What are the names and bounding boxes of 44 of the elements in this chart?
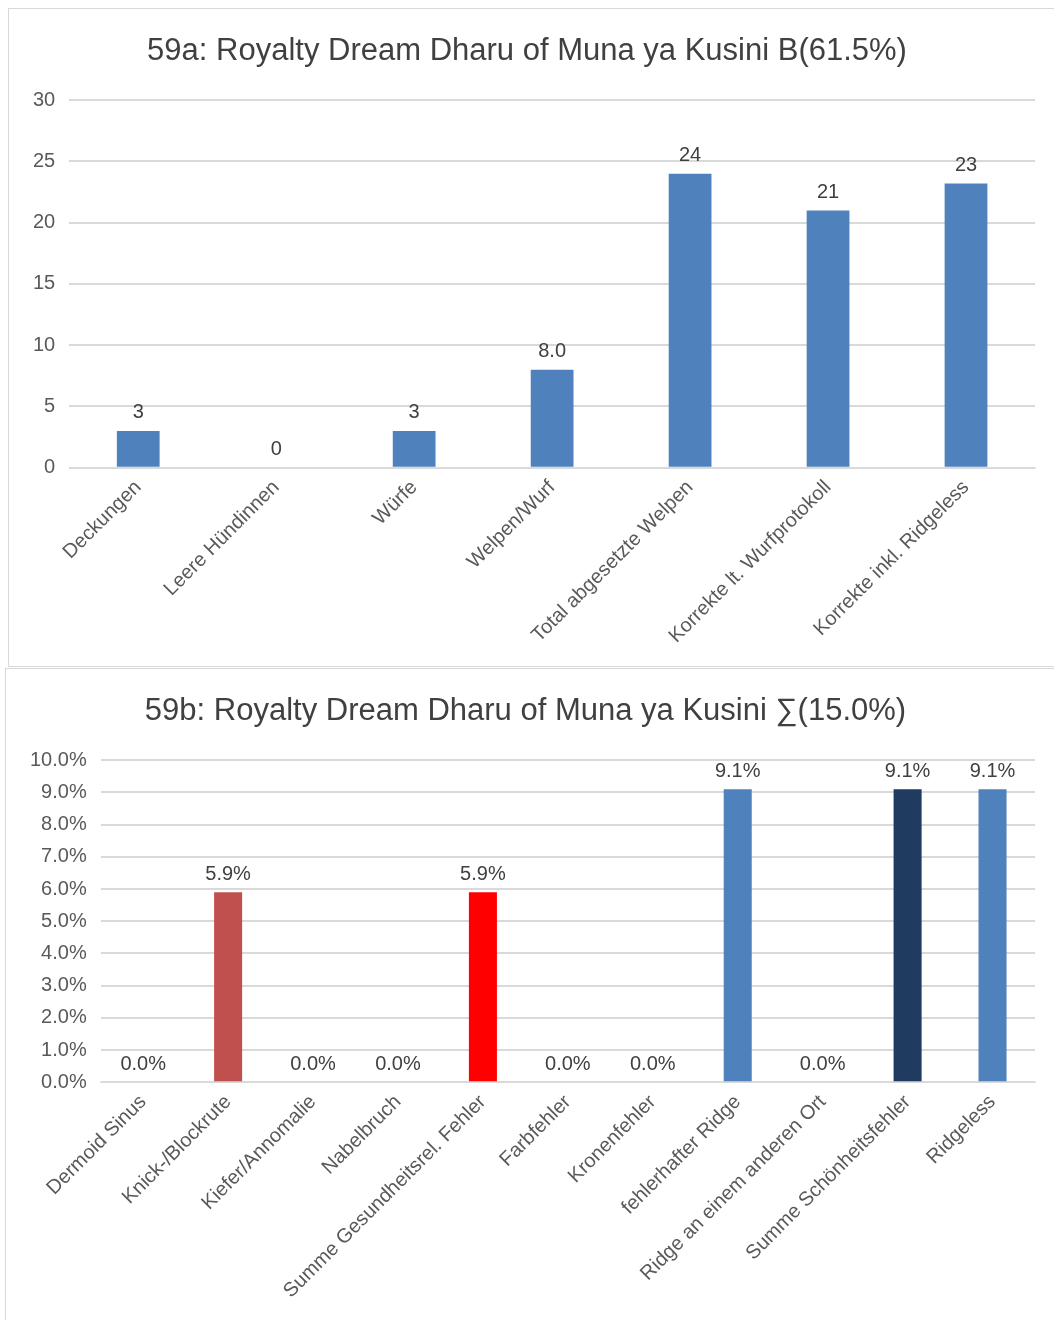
y-tick-label: 25 (33, 148, 56, 171)
bar (806, 210, 850, 467)
y-tick-label: 6.0% (41, 876, 87, 899)
y-tick-label: 7.0% (41, 844, 87, 867)
data-label: 9.1% (884, 758, 931, 781)
data-label: 0.0% (629, 1051, 676, 1074)
bar (392, 430, 436, 467)
y-tick-label: 30 (33, 87, 56, 110)
data-label: 3 (408, 400, 420, 423)
y-tick-label: 1.0% (41, 1037, 87, 1060)
data-label: 0.0% (375, 1051, 421, 1074)
data-label: 0.0% (290, 1051, 337, 1074)
bar (944, 183, 988, 467)
data-label: 8.0 (538, 339, 567, 362)
data-label: 23 (954, 153, 978, 176)
y-tick-label: 20 (33, 210, 56, 233)
y-tick-label: 5.0% (41, 908, 87, 931)
data-label: 5.9% (205, 861, 252, 884)
data-label: 21 (816, 179, 840, 202)
data-label: 9.1% (714, 758, 761, 781)
y-tick-label: 3.0% (41, 973, 87, 996)
data-label: 0.0% (799, 1051, 846, 1074)
data-label: 9.1% (969, 758, 1016, 781)
data-label: 5.9% (460, 861, 506, 884)
bar (668, 173, 712, 467)
y-tick-label: 0 (44, 455, 56, 478)
data-label: 24 (678, 143, 702, 166)
y-tick-label: 2.0% (41, 1005, 87, 1028)
bar (530, 369, 574, 467)
y-tick-label: 4.0% (41, 940, 87, 963)
y-tick-label: 8.0% (41, 812, 87, 835)
data-label: 3 (132, 400, 144, 423)
y-tick-label: 9.0% (41, 779, 87, 802)
y-tick-label: 10.0% (29, 747, 87, 770)
y-tick-label: 10 (33, 332, 56, 355)
chart-title: 59a: Royalty Dream Dharu of Muna ya Kusini B(61.5%) (147, 32, 907, 68)
bar (116, 430, 160, 467)
data-label: 0.0% (120, 1051, 167, 1074)
data-label: 0 (270, 437, 282, 460)
data-label: 0.0% (545, 1051, 591, 1074)
y-tick-label: 0.0% (41, 1069, 87, 1092)
y-tick-label: 15 (33, 271, 56, 294)
chart-title: 59b: Royalty Dream Dharu of Muna ya Kusini ∑(15.0%) (144, 692, 907, 728)
y-tick-label: 5 (44, 393, 56, 416)
